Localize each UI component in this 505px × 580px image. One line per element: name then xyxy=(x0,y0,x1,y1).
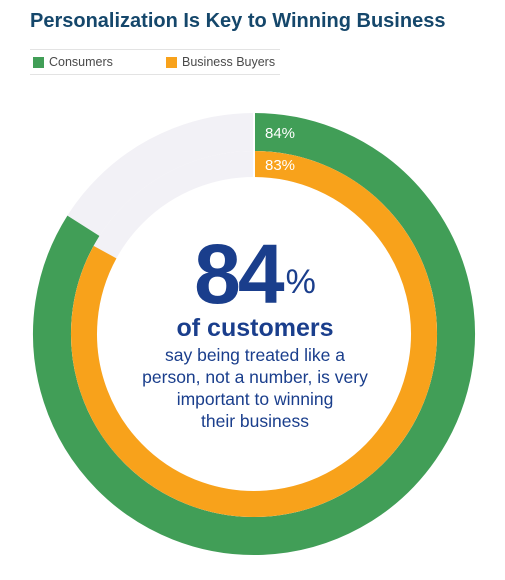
chart-title: Personalization Is Key to Winning Busine… xyxy=(30,10,446,32)
description-line: important to winning xyxy=(176,389,334,409)
center-callout: 84% of customers say being treated like … xyxy=(130,232,380,432)
ring-arc-business-buyers xyxy=(71,151,437,517)
data-label-consumers: 84% xyxy=(265,125,295,142)
headline-number: 84 xyxy=(194,227,284,321)
description-line: person, not a number, is very xyxy=(142,367,368,387)
headline-subhead: of customers xyxy=(176,314,334,342)
headline-description: say being treated like a person, not a n… xyxy=(130,344,380,432)
legend-swatch-business-buyers xyxy=(166,56,177,68)
legend-label-consumers: Consumers xyxy=(49,55,113,69)
description-line: their business xyxy=(201,411,309,431)
description-line: say being treated like a xyxy=(165,345,345,365)
legend-item-business-buyers: Business Buyers xyxy=(166,54,275,70)
data-label-business-buyers: 83% xyxy=(265,157,295,174)
ring-arc-consumers xyxy=(33,113,475,555)
legend-item-consumers: Consumers xyxy=(33,54,113,70)
legend-label-business-buyers: Business Buyers xyxy=(182,55,276,69)
headline-percent: % xyxy=(285,263,316,301)
legend-swatch-consumers xyxy=(33,56,44,68)
headline-stat: 84% xyxy=(130,232,380,316)
legend: Consumers Business Buyers xyxy=(30,49,280,75)
